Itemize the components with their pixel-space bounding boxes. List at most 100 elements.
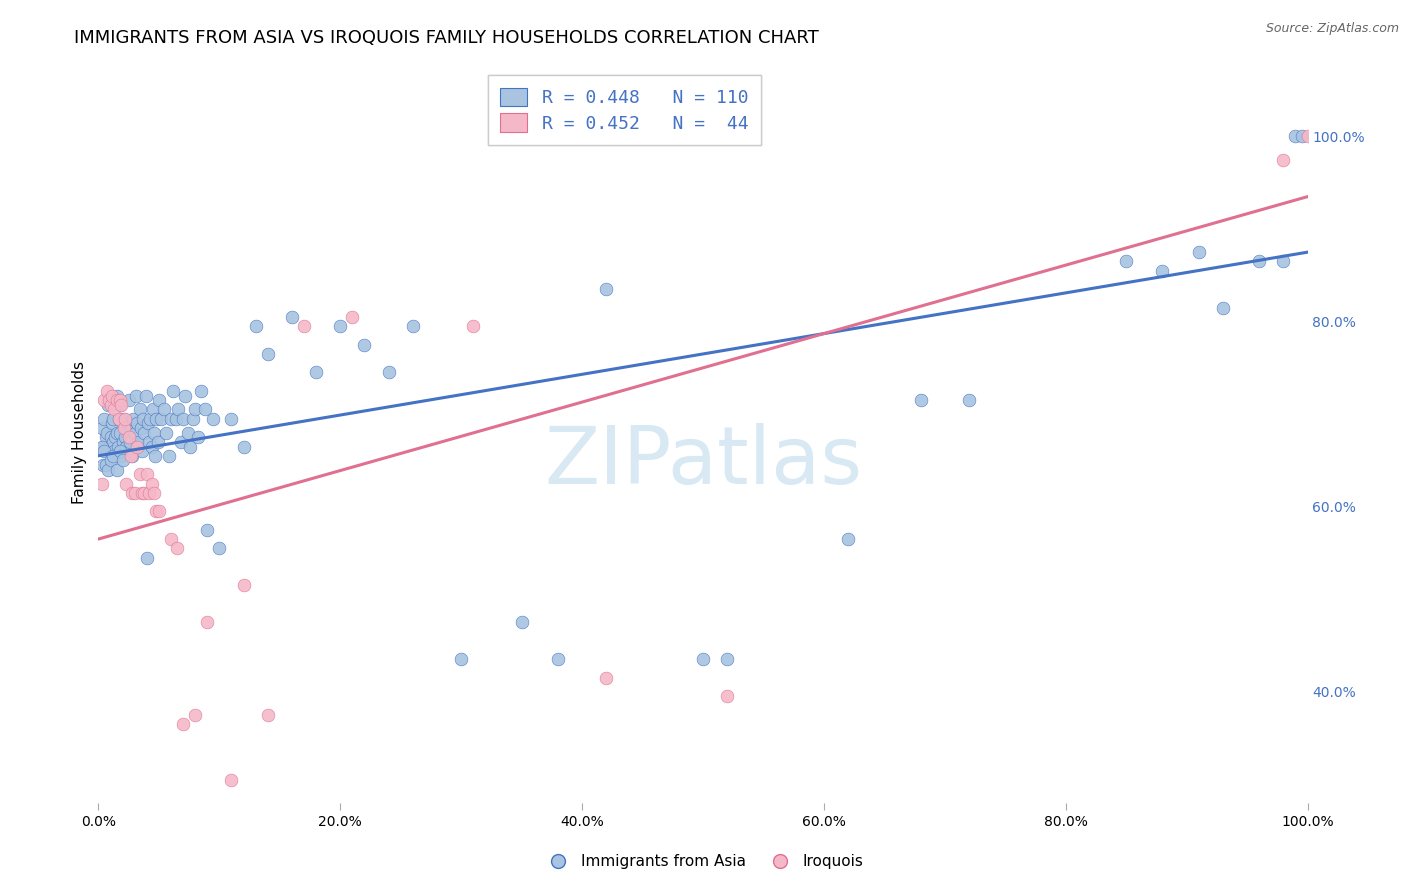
Point [120, 449, 142, 463]
Point [141, 440, 163, 454]
Point [716, 652, 738, 666]
Point [181, 411, 204, 425]
Point [155, 425, 177, 440]
Point [91, 476, 114, 491]
Point [93, 444, 115, 458]
Point [145, 504, 167, 518]
Point [150, 411, 173, 425]
Point [121, 449, 143, 463]
Point [143, 425, 166, 440]
Point [131, 485, 153, 500]
Point [195, 615, 218, 630]
Point [142, 402, 165, 417]
Point [143, 485, 166, 500]
Point [93, 393, 115, 408]
Point [463, 319, 485, 334]
Point [129, 421, 152, 435]
Point [127, 417, 149, 431]
Point [112, 411, 135, 425]
Legend: Immigrants from Asia, Iroquois: Immigrants from Asia, Iroquois [537, 848, 869, 875]
Point [91, 458, 114, 472]
Point [97, 398, 120, 412]
Point [103, 444, 125, 458]
Point [595, 282, 617, 296]
Point [1188, 245, 1211, 260]
Point [101, 434, 124, 449]
Point [1249, 254, 1271, 268]
Point [118, 434, 141, 449]
Point [114, 421, 136, 435]
Point [221, 411, 243, 425]
Point [97, 462, 120, 476]
Point [128, 402, 150, 417]
Point [402, 319, 425, 334]
Point [145, 411, 167, 425]
Point [111, 453, 134, 467]
Point [160, 411, 183, 425]
Point [115, 440, 138, 454]
Point [329, 319, 352, 334]
Point [108, 411, 131, 425]
Point [93, 411, 115, 425]
Point [165, 411, 187, 425]
Point [195, 523, 218, 537]
Point [1284, 129, 1306, 144]
Point [108, 425, 131, 440]
Point [108, 411, 131, 425]
Point [105, 462, 128, 476]
Point [1115, 254, 1137, 268]
Point [152, 402, 174, 417]
Point [122, 411, 145, 425]
Point [162, 384, 184, 398]
Text: Source: ZipAtlas.com: Source: ZipAtlas.com [1265, 22, 1399, 36]
Point [128, 467, 150, 482]
Point [160, 532, 183, 546]
Point [91, 421, 114, 435]
Point [135, 467, 157, 482]
Point [105, 425, 128, 440]
Point [100, 417, 122, 431]
Point [187, 430, 209, 444]
Point [98, 444, 121, 458]
Point [172, 717, 194, 731]
Point [136, 417, 159, 431]
Point [910, 393, 932, 408]
Point [105, 389, 128, 403]
Point [179, 440, 201, 454]
Point [118, 430, 141, 444]
Point [91, 440, 114, 454]
Point [208, 819, 231, 833]
Point [118, 393, 141, 408]
Point [114, 411, 136, 425]
Point [190, 384, 212, 398]
Point [547, 652, 569, 666]
Point [172, 411, 194, 425]
Point [1272, 153, 1295, 167]
Point [837, 532, 859, 546]
Point [114, 430, 136, 444]
Point [100, 389, 122, 403]
Point [143, 449, 166, 463]
Point [166, 541, 188, 556]
Point [256, 347, 278, 361]
Point [111, 434, 134, 449]
Point [135, 550, 157, 565]
Point [132, 411, 155, 425]
Point [115, 476, 138, 491]
Point [141, 476, 163, 491]
Point [232, 578, 254, 592]
Point [138, 485, 160, 500]
Point [245, 319, 267, 334]
Point [104, 430, 127, 444]
Point [96, 425, 118, 440]
Point [124, 425, 146, 440]
Point [94, 458, 117, 472]
Point [138, 434, 160, 449]
Point [101, 411, 124, 425]
Point [208, 541, 231, 556]
Point [1272, 254, 1295, 268]
Point [232, 440, 254, 454]
Point [107, 440, 129, 454]
Point [94, 430, 117, 444]
Point [292, 319, 315, 334]
